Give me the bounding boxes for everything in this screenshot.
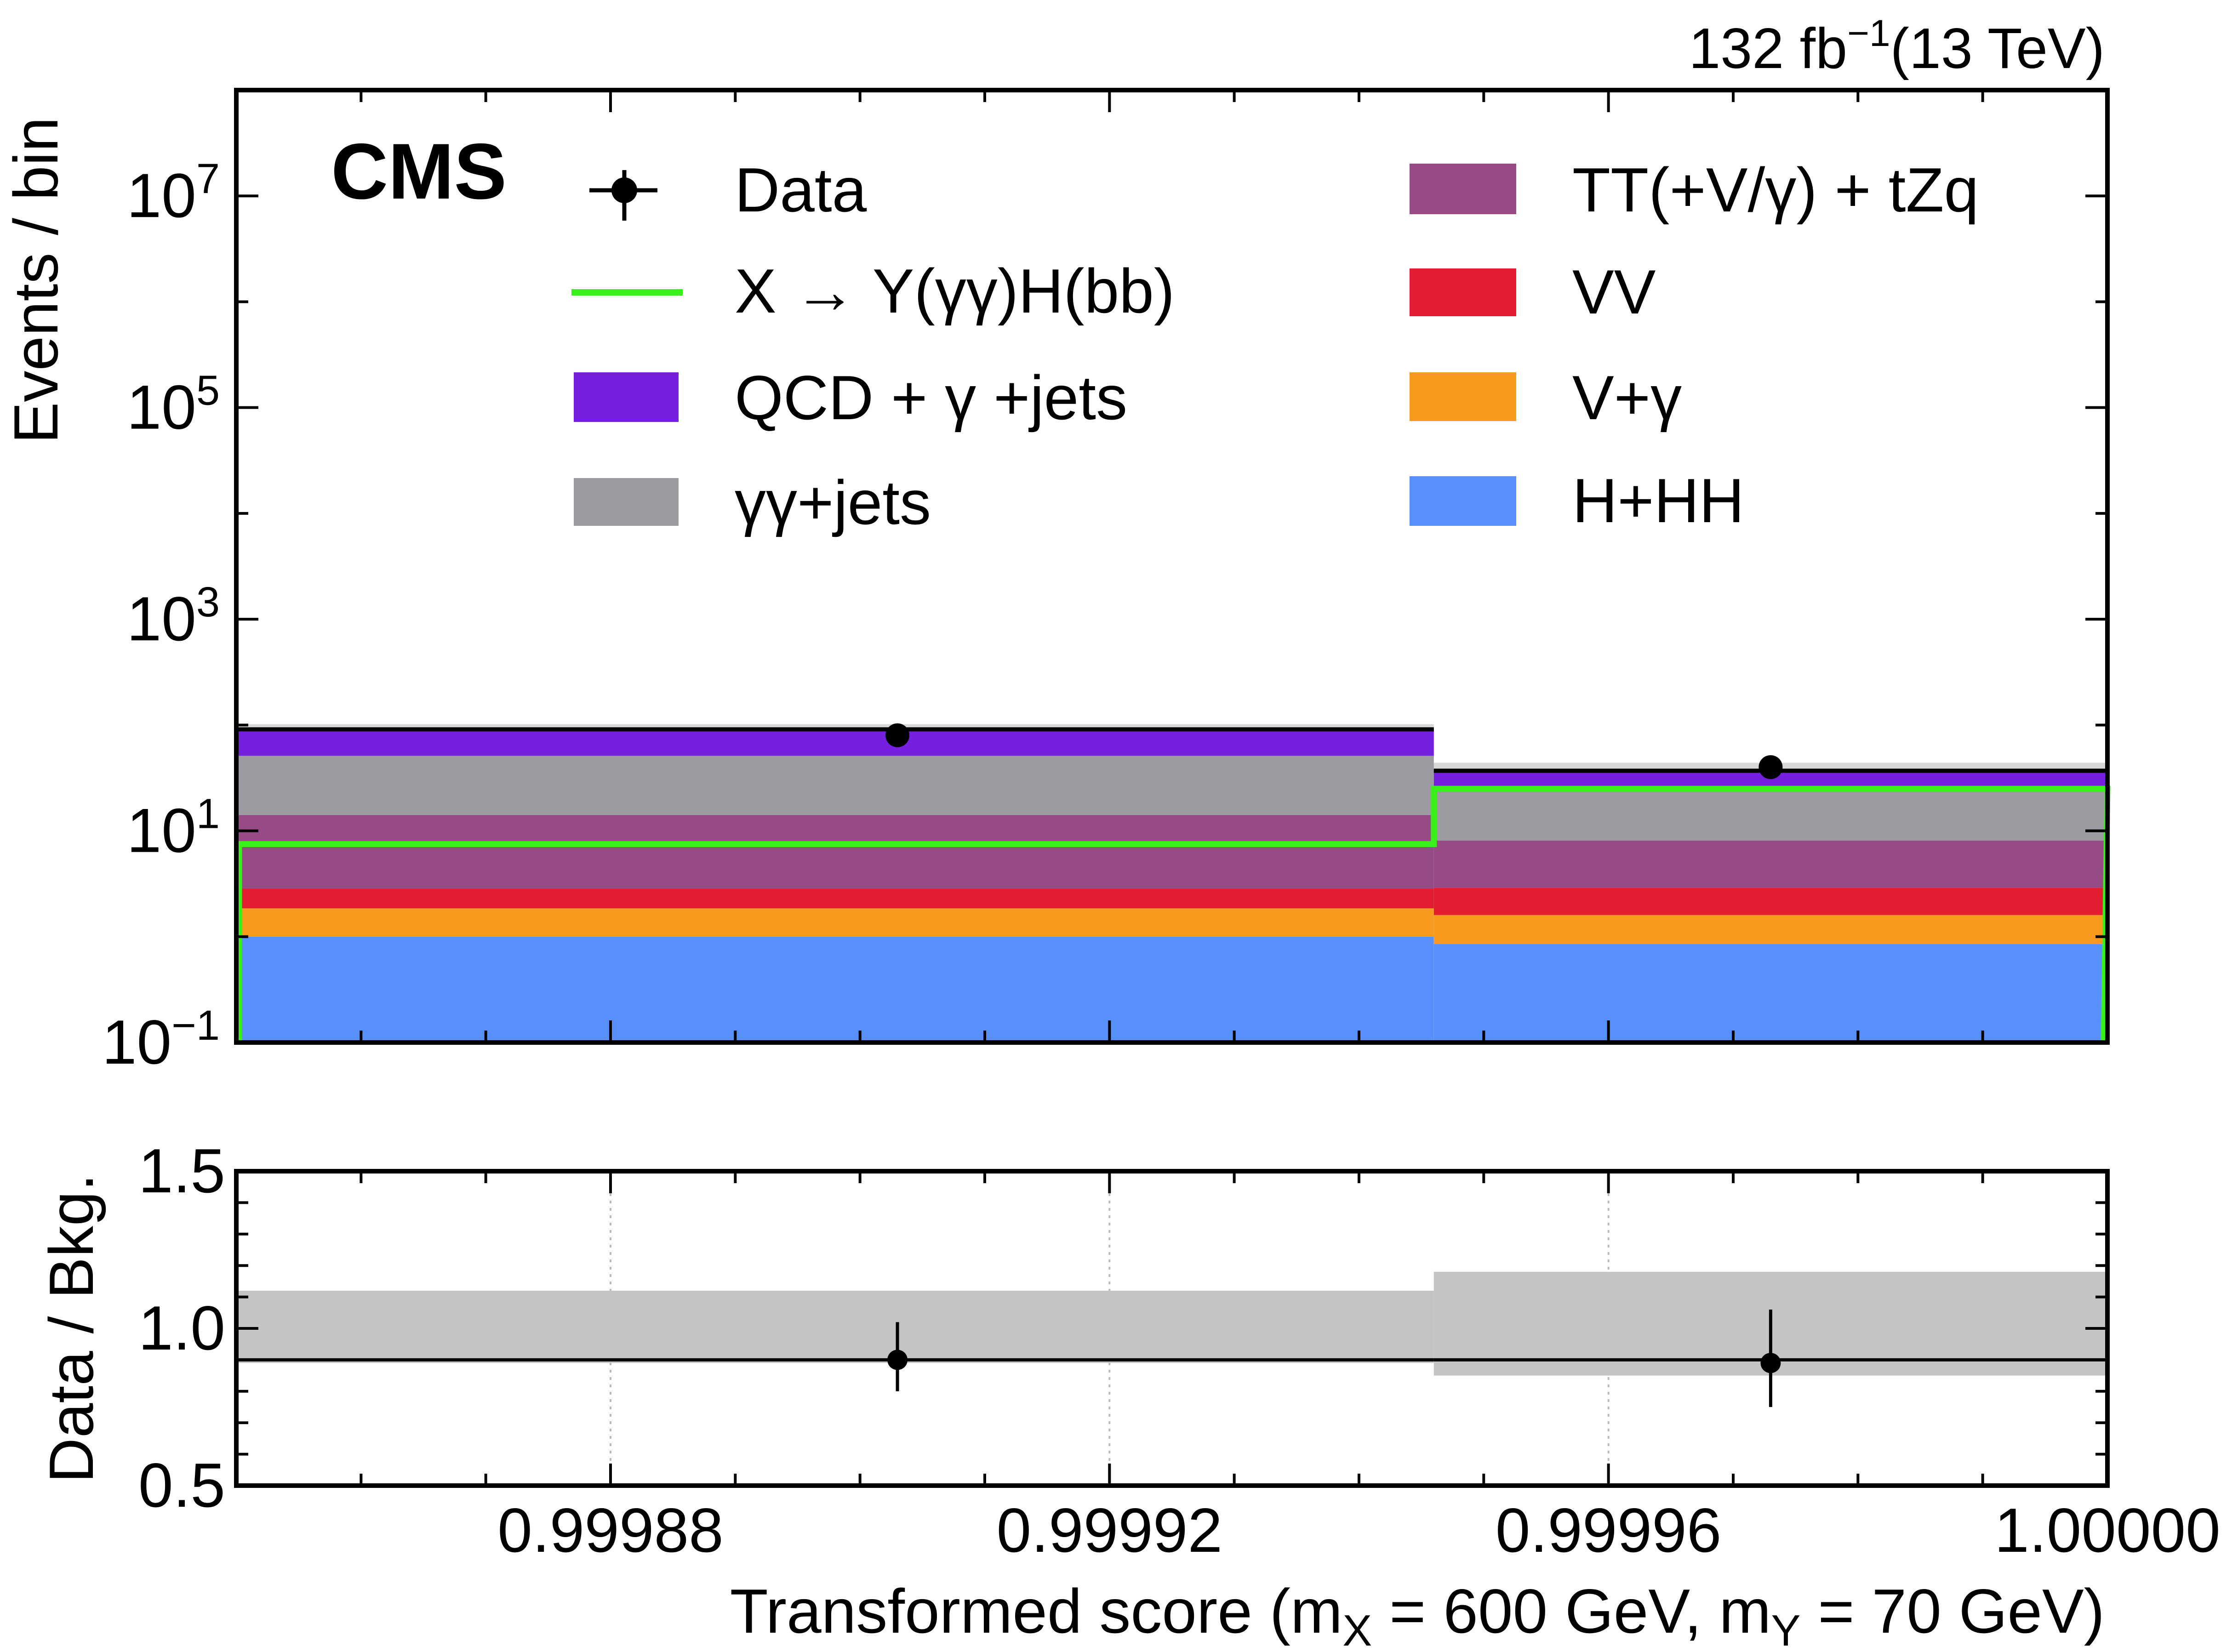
legend-vg-swatch xyxy=(1410,372,1516,421)
ratio-point-1 xyxy=(887,1350,908,1370)
ratio-uncertainty-band-bin-1 xyxy=(236,1290,1434,1363)
top-y-tick-label-1: 10−1 xyxy=(102,1002,220,1077)
legend-label-gg: γγ+jets xyxy=(735,467,931,537)
legend-entry-vv: VV xyxy=(1410,257,1656,327)
bar-vg-bin-2 xyxy=(1433,915,2107,945)
legend-entry-vg: V+γ xyxy=(1410,363,1682,433)
lumi-exponent: −1 xyxy=(1847,12,1890,54)
top-panel xyxy=(234,88,2111,1045)
tick-base: 10 xyxy=(127,160,196,230)
legend-entry-gg: γγ+jets xyxy=(574,467,931,537)
legend-label-data: Data xyxy=(735,155,867,225)
x-axis-label: Transformed score (mX = 600 GeV, mY = 70… xyxy=(730,1576,2105,1652)
bar-h-bin-2 xyxy=(1433,944,2107,1042)
top-y-tick-label-2: 101 xyxy=(127,791,220,866)
ratio-y-tick-labels: 0.5 1.0 1.5 xyxy=(138,1136,225,1520)
x-tick-label-2: 0.99992 xyxy=(997,1495,1223,1565)
cms-label: CMS xyxy=(331,127,507,216)
top-y-tick-label-4: 105 xyxy=(127,367,220,442)
lumi-energy-label: 132 fb−1(13 TeV) xyxy=(1689,12,2105,80)
top-y-tick-label-3: 103 xyxy=(127,579,220,654)
legend-entry-signal: X → Y(γγ)H(bb) xyxy=(571,256,1175,326)
x-axis-label-end: = 70 GeV) xyxy=(1801,1576,2105,1646)
legend-label-vg: V+γ xyxy=(1572,363,1682,433)
legend-entry-data: Data xyxy=(589,155,867,225)
legend-label-qcd: QCD + γ +jets xyxy=(735,363,1127,433)
tick-base: 10 xyxy=(102,1007,171,1077)
top-y-axis-label: Events / bin xyxy=(1,117,71,444)
tick-exponent: −1 xyxy=(171,1002,220,1049)
ratio-y-tick-label-3: 1.5 xyxy=(138,1136,225,1206)
legend-label-h: H+HH xyxy=(1572,466,1744,535)
legend-h-swatch xyxy=(1410,476,1516,526)
top-panel-frame xyxy=(234,88,2110,1045)
ratio-y-tick-label-1: 0.5 xyxy=(138,1450,225,1520)
bar-tt-bin-1 xyxy=(236,815,1434,889)
legend-entry-qcd: QCD + γ +jets xyxy=(574,363,1127,433)
legend-entry-tt: TT(+V/γ) + tZq xyxy=(1410,155,1979,225)
ratio-panel xyxy=(234,1169,2110,1488)
lumi-value: 132 fb xyxy=(1689,17,1847,80)
tick-base: 10 xyxy=(127,796,196,866)
tick-base: 10 xyxy=(127,372,196,442)
energy-value: (13 TeV) xyxy=(1890,17,2105,80)
x-axis-label-sub-y: Y xyxy=(1771,1606,1800,1652)
x-tick-label-3: 0.99996 xyxy=(1496,1495,1722,1565)
legend-label-vv: VV xyxy=(1572,257,1656,327)
legend-label-tt: TT(+V/γ) + tZq xyxy=(1572,155,1979,225)
x-axis-label-sub-x: X xyxy=(1342,1606,1372,1652)
x-tick-labels: 0.99988 0.99992 0.99996 1.00000 xyxy=(497,1495,2221,1565)
x-axis-label-main: Transformed score (m xyxy=(730,1576,1343,1646)
x-tick-label-4: 1.00000 xyxy=(1994,1495,2221,1565)
legend-qcd-swatch xyxy=(574,372,679,422)
bar-h-bin-1 xyxy=(236,936,1434,1042)
bar-vg-bin-1 xyxy=(236,908,1434,937)
bar-vv-bin-1 xyxy=(236,889,1434,909)
bar-qcd-bin-1 xyxy=(236,729,1434,756)
tick-exponent: 7 xyxy=(196,155,220,202)
ratio-panel-frame xyxy=(234,1169,2110,1488)
bar-gg-bin-1 xyxy=(236,756,1434,815)
tick-exponent: 3 xyxy=(196,579,220,626)
top-panel-fill-layer xyxy=(236,723,2111,1043)
legend-data-marker xyxy=(611,177,637,203)
bar-vv-bin-2 xyxy=(1433,888,2107,915)
bar-tt-bin-2 xyxy=(1433,840,2107,888)
top-y-tick-label-5: 107 xyxy=(127,155,220,230)
tick-base: 10 xyxy=(127,584,196,654)
tick-exponent: 1 xyxy=(196,791,220,837)
x-tick-label-1: 0.99988 xyxy=(497,1495,724,1565)
ratio-panel-fill-layer xyxy=(236,1171,2108,1486)
legend-gg-swatch xyxy=(574,478,679,526)
data-point-2 xyxy=(1758,755,1783,779)
ratio-y-tick-label-2: 1.0 xyxy=(138,1293,225,1363)
ratio-point-2 xyxy=(1760,1353,1781,1373)
x-axis-label-mid: = 600 GeV, m xyxy=(1372,1576,1771,1646)
legend-label-signal: X → Y(γγ)H(bb) xyxy=(735,256,1175,326)
legend-tt-swatch xyxy=(1410,164,1516,214)
bar-gg-bin-2 xyxy=(1433,786,2107,841)
legend: Data X → Y(γγ)H(bb) QCD + γ +jets γγ+jet… xyxy=(571,155,1979,537)
tick-exponent: 5 xyxy=(196,367,220,414)
data-point-1 xyxy=(885,723,910,747)
legend-entry-h: H+HH xyxy=(1410,466,1744,535)
legend-vv-swatch xyxy=(1410,268,1516,316)
ratio-y-axis-label: Data / Bkg. xyxy=(36,1174,106,1483)
